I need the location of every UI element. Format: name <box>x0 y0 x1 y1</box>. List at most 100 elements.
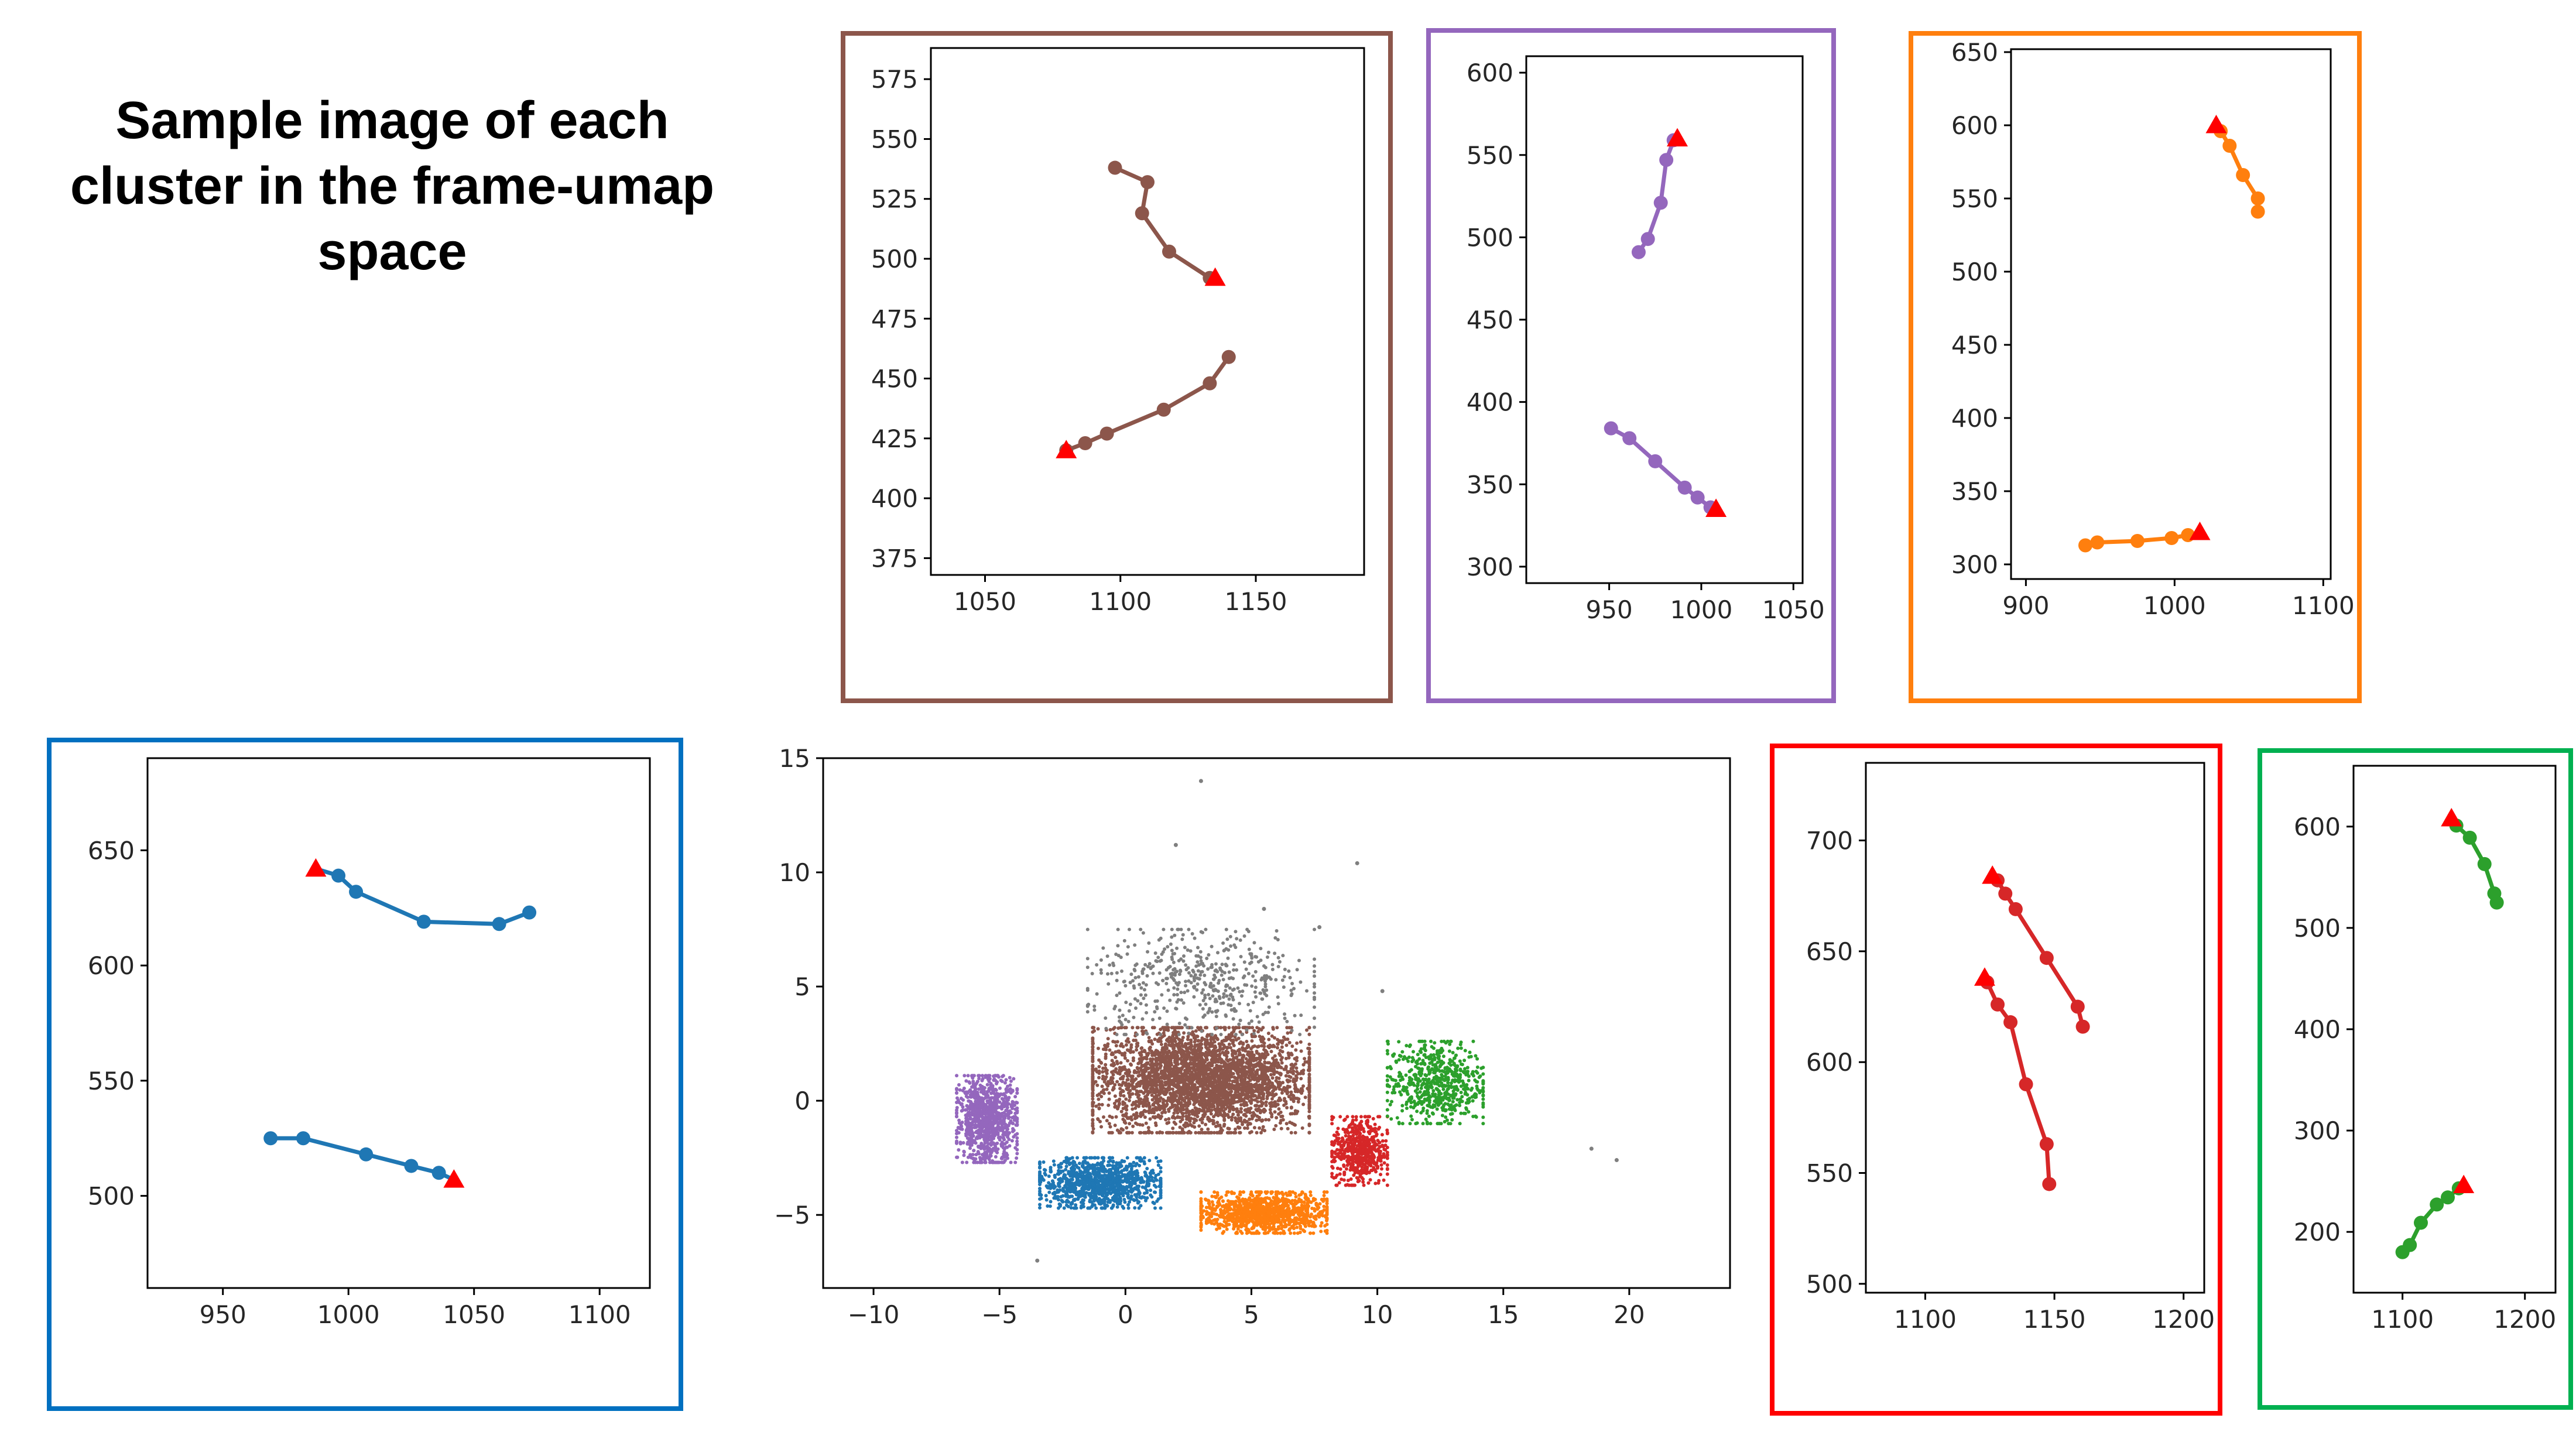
scatter-point <box>995 1080 999 1084</box>
scatter-point <box>1279 1058 1283 1062</box>
scatter-point <box>1195 1074 1200 1078</box>
scatter-point <box>1203 1104 1207 1108</box>
scatter-point <box>1012 1128 1016 1132</box>
scatter-point <box>1307 1065 1311 1069</box>
data-point <box>296 1131 310 1146</box>
scatter-point <box>1224 1071 1228 1075</box>
scatter-point <box>1307 1090 1311 1094</box>
scatter-point <box>1179 1119 1183 1123</box>
plot-area <box>930 47 1365 576</box>
scatter-point <box>1115 1080 1119 1084</box>
y-tick-label: 600 <box>1951 111 1998 140</box>
scatter-point <box>1276 1099 1280 1103</box>
scatter-point <box>1170 1040 1174 1044</box>
scatter-point <box>1267 1037 1271 1042</box>
scatter-point <box>1142 1091 1146 1095</box>
scatter-point <box>1220 1085 1224 1089</box>
scatter-point <box>965 1104 969 1108</box>
scatter-point <box>1173 1039 1177 1043</box>
scatter-point <box>1203 1071 1207 1075</box>
data-point <box>1203 376 1217 390</box>
scatter-point <box>1203 1111 1207 1115</box>
y-tick-label: 350 <box>1951 477 1998 506</box>
scatter-point <box>1170 1080 1174 1084</box>
scatter-point <box>977 1074 981 1078</box>
scatter-point <box>1270 1097 1274 1101</box>
scatter-point <box>1279 1110 1283 1114</box>
scatter-point <box>1149 1193 1153 1197</box>
scatter-point <box>1299 1077 1303 1081</box>
scatter-point <box>1187 1109 1191 1114</box>
scatter-point <box>1271 1061 1275 1066</box>
scatter-point <box>1167 1081 1171 1085</box>
scatter-point <box>1258 1126 1262 1130</box>
scatter-point <box>1134 1099 1138 1104</box>
data-point <box>1162 244 1176 259</box>
scatter-point <box>1142 1100 1146 1104</box>
scatter-point <box>1188 1086 1192 1090</box>
scatter-point <box>1206 1091 1210 1095</box>
scatter-point <box>1242 1066 1246 1070</box>
scatter-point <box>1000 1140 1004 1145</box>
scatter-point <box>1101 1077 1105 1081</box>
title-line: Sample image of each <box>115 91 669 150</box>
scatter-point <box>1108 1081 1112 1085</box>
scatter-point <box>1275 1116 1279 1120</box>
scatter-point <box>1231 1064 1235 1068</box>
scatter-point <box>1258 1034 1262 1039</box>
scatter-point <box>1091 1070 1095 1074</box>
scatter-point <box>1112 1101 1116 1105</box>
scatter-point <box>1188 1119 1192 1123</box>
scatter-point <box>1114 1044 1118 1048</box>
scatter-point <box>1175 1054 1179 1058</box>
scatter-point <box>1115 1061 1119 1066</box>
scatter-point <box>995 1099 999 1103</box>
scatter-point <box>1107 1122 1111 1126</box>
scatter-point <box>1219 1026 1223 1030</box>
scatter-point <box>1256 1079 1260 1083</box>
data-point <box>1221 350 1236 364</box>
scatter-point <box>991 1149 995 1153</box>
scatter-point <box>1133 1121 1138 1125</box>
scatter-point <box>1144 1121 1148 1125</box>
scatter-point <box>1125 1108 1129 1112</box>
scatter-point <box>1146 1051 1150 1056</box>
scatter-point <box>1163 1081 1167 1085</box>
scatter-point <box>1141 1068 1145 1073</box>
scatter-point <box>1132 1070 1136 1074</box>
scatter-point <box>1205 1102 1210 1106</box>
scatter-point <box>1091 1097 1095 1101</box>
scatter-point <box>1209 1043 1213 1047</box>
scatter-point <box>969 1139 973 1143</box>
x-tick-label: 950 <box>200 1300 246 1329</box>
scatter-point <box>1123 1026 1127 1030</box>
start-marker <box>1667 128 1688 147</box>
scatter-point <box>968 1130 972 1134</box>
scatter-point <box>1194 1029 1198 1033</box>
x-tick-label: 1150 <box>1225 587 1287 616</box>
scatter-point <box>1155 1032 1159 1036</box>
scatter-point <box>1220 1070 1224 1074</box>
scatter-point <box>1263 1081 1267 1085</box>
scatter-point <box>1256 1061 1260 1066</box>
data-point <box>2236 168 2250 182</box>
scatter-point <box>1259 1099 1263 1104</box>
scatter-point <box>1138 1131 1142 1135</box>
scatter-point <box>1097 1064 1101 1068</box>
scatter-point <box>1013 1103 1017 1107</box>
scatter-point <box>1256 1030 1260 1034</box>
scatter-point <box>998 1086 1002 1090</box>
scatter-point <box>1127 1098 1131 1102</box>
scatter-point <box>1206 1051 1210 1055</box>
scatter-point <box>1167 1043 1171 1047</box>
scatter-point <box>1231 1057 1235 1061</box>
scatter-point <box>1186 1131 1190 1135</box>
y-tick-label: 550 <box>1467 141 1513 170</box>
scatter-point <box>1205 1065 1210 1069</box>
scatter-point <box>1186 1037 1190 1042</box>
scatter-point <box>1296 1097 1300 1101</box>
scatter-point <box>1253 1113 1257 1117</box>
scatter-point <box>1193 1117 1197 1121</box>
scatter-point <box>1179 1070 1183 1074</box>
scatter-point <box>1285 1078 1289 1083</box>
